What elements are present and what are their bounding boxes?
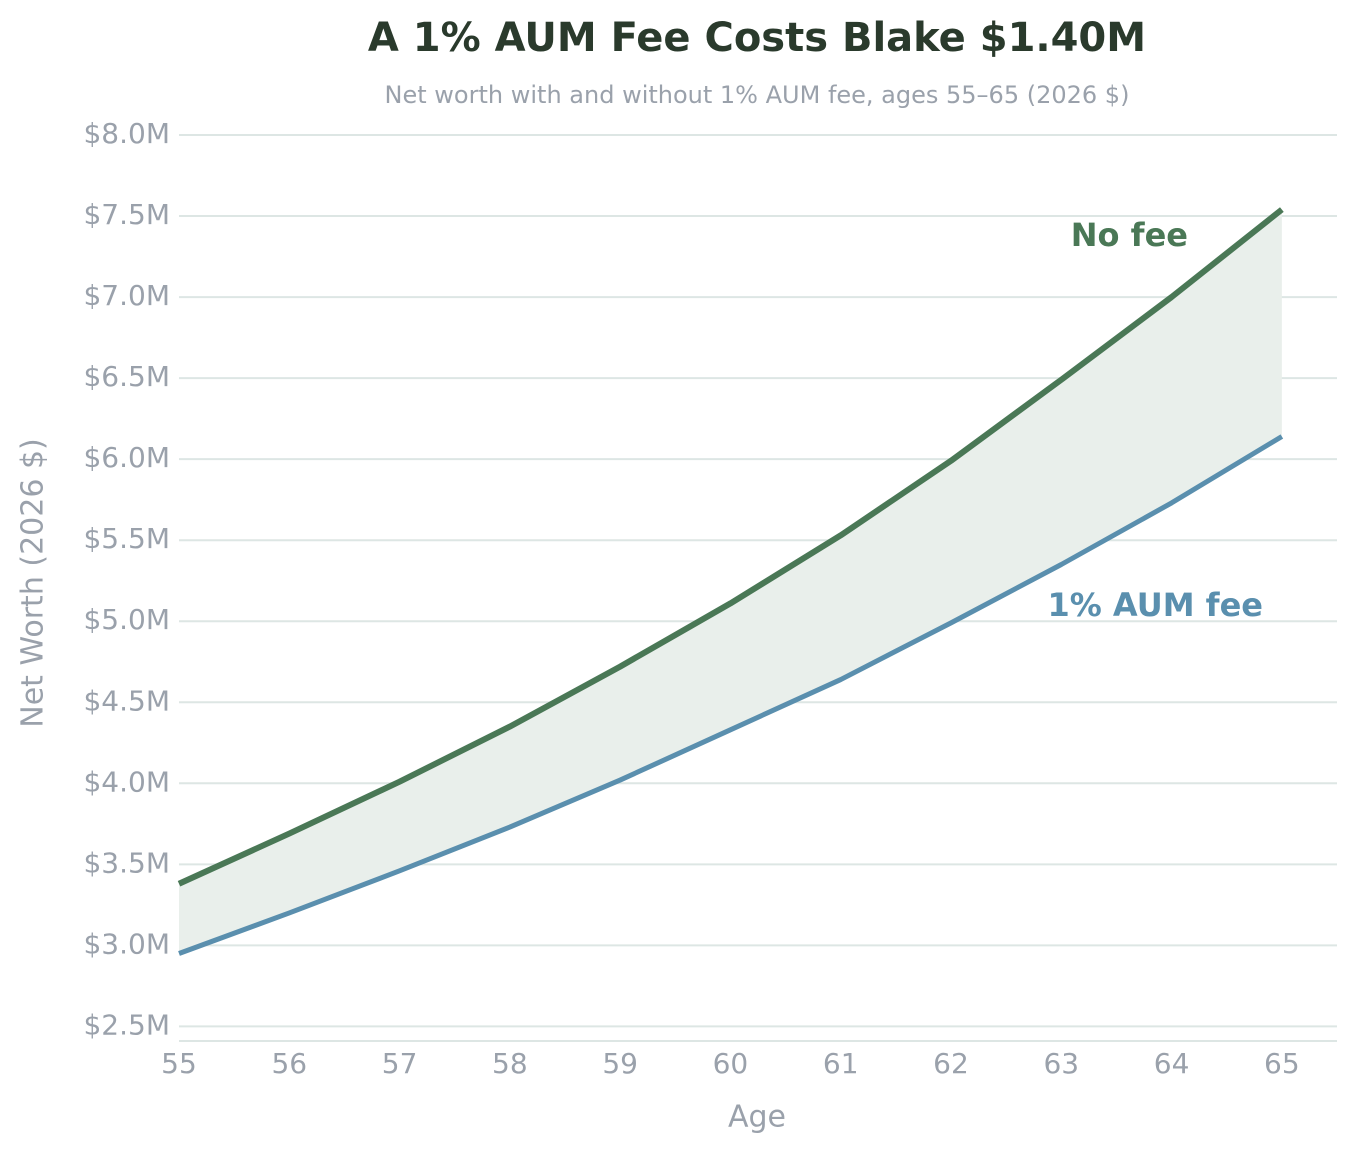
y-tick-label: $8.0M xyxy=(83,117,170,150)
x-tick-label: 56 xyxy=(271,1047,307,1080)
series-line xyxy=(178,434,1284,956)
y-tick-label: $3.5M xyxy=(83,846,170,879)
y-tick-label: $7.5M xyxy=(83,198,170,231)
y-tick-label: $5.5M xyxy=(83,522,170,555)
series-label: No fee xyxy=(1071,216,1188,254)
series-label: 1% AUM fee xyxy=(1047,586,1263,624)
chart-subtitle: Net worth with and without 1% AUM fee, a… xyxy=(385,81,1130,109)
x-tick-label: 57 xyxy=(382,1047,418,1080)
y-tick-label: $4.0M xyxy=(83,765,170,798)
y-tick-label: $2.5M xyxy=(83,1008,170,1041)
gap-area xyxy=(179,209,1282,954)
x-tick-label: 59 xyxy=(602,1047,638,1080)
x-tick-label: 64 xyxy=(1154,1047,1190,1080)
x-tick-label: 60 xyxy=(713,1047,749,1080)
x-tick-label: 58 xyxy=(492,1047,528,1080)
y-tick-label: $6.0M xyxy=(83,441,170,474)
chart-title: A 1% AUM Fee Costs Blake $1.40M xyxy=(368,15,1146,61)
x-tick-label: 62 xyxy=(933,1047,969,1080)
x-axis-label: Age xyxy=(728,1100,786,1135)
x-tick-label: 63 xyxy=(1043,1047,1079,1080)
x-tick-label: 61 xyxy=(823,1047,859,1080)
y-axis-label: Net Worth (2026 $) xyxy=(16,438,51,727)
x-tick-label: 65 xyxy=(1264,1047,1300,1080)
y-tick-label: $6.5M xyxy=(83,360,170,393)
x-tick-label: 55 xyxy=(161,1047,197,1080)
y-tick-label: $7.0M xyxy=(83,279,170,312)
y-tick-label: $5.0M xyxy=(83,603,170,636)
series-line xyxy=(177,207,1284,887)
y-tick-label: $3.0M xyxy=(83,927,170,960)
y-tick-label: $4.5M xyxy=(83,684,170,717)
